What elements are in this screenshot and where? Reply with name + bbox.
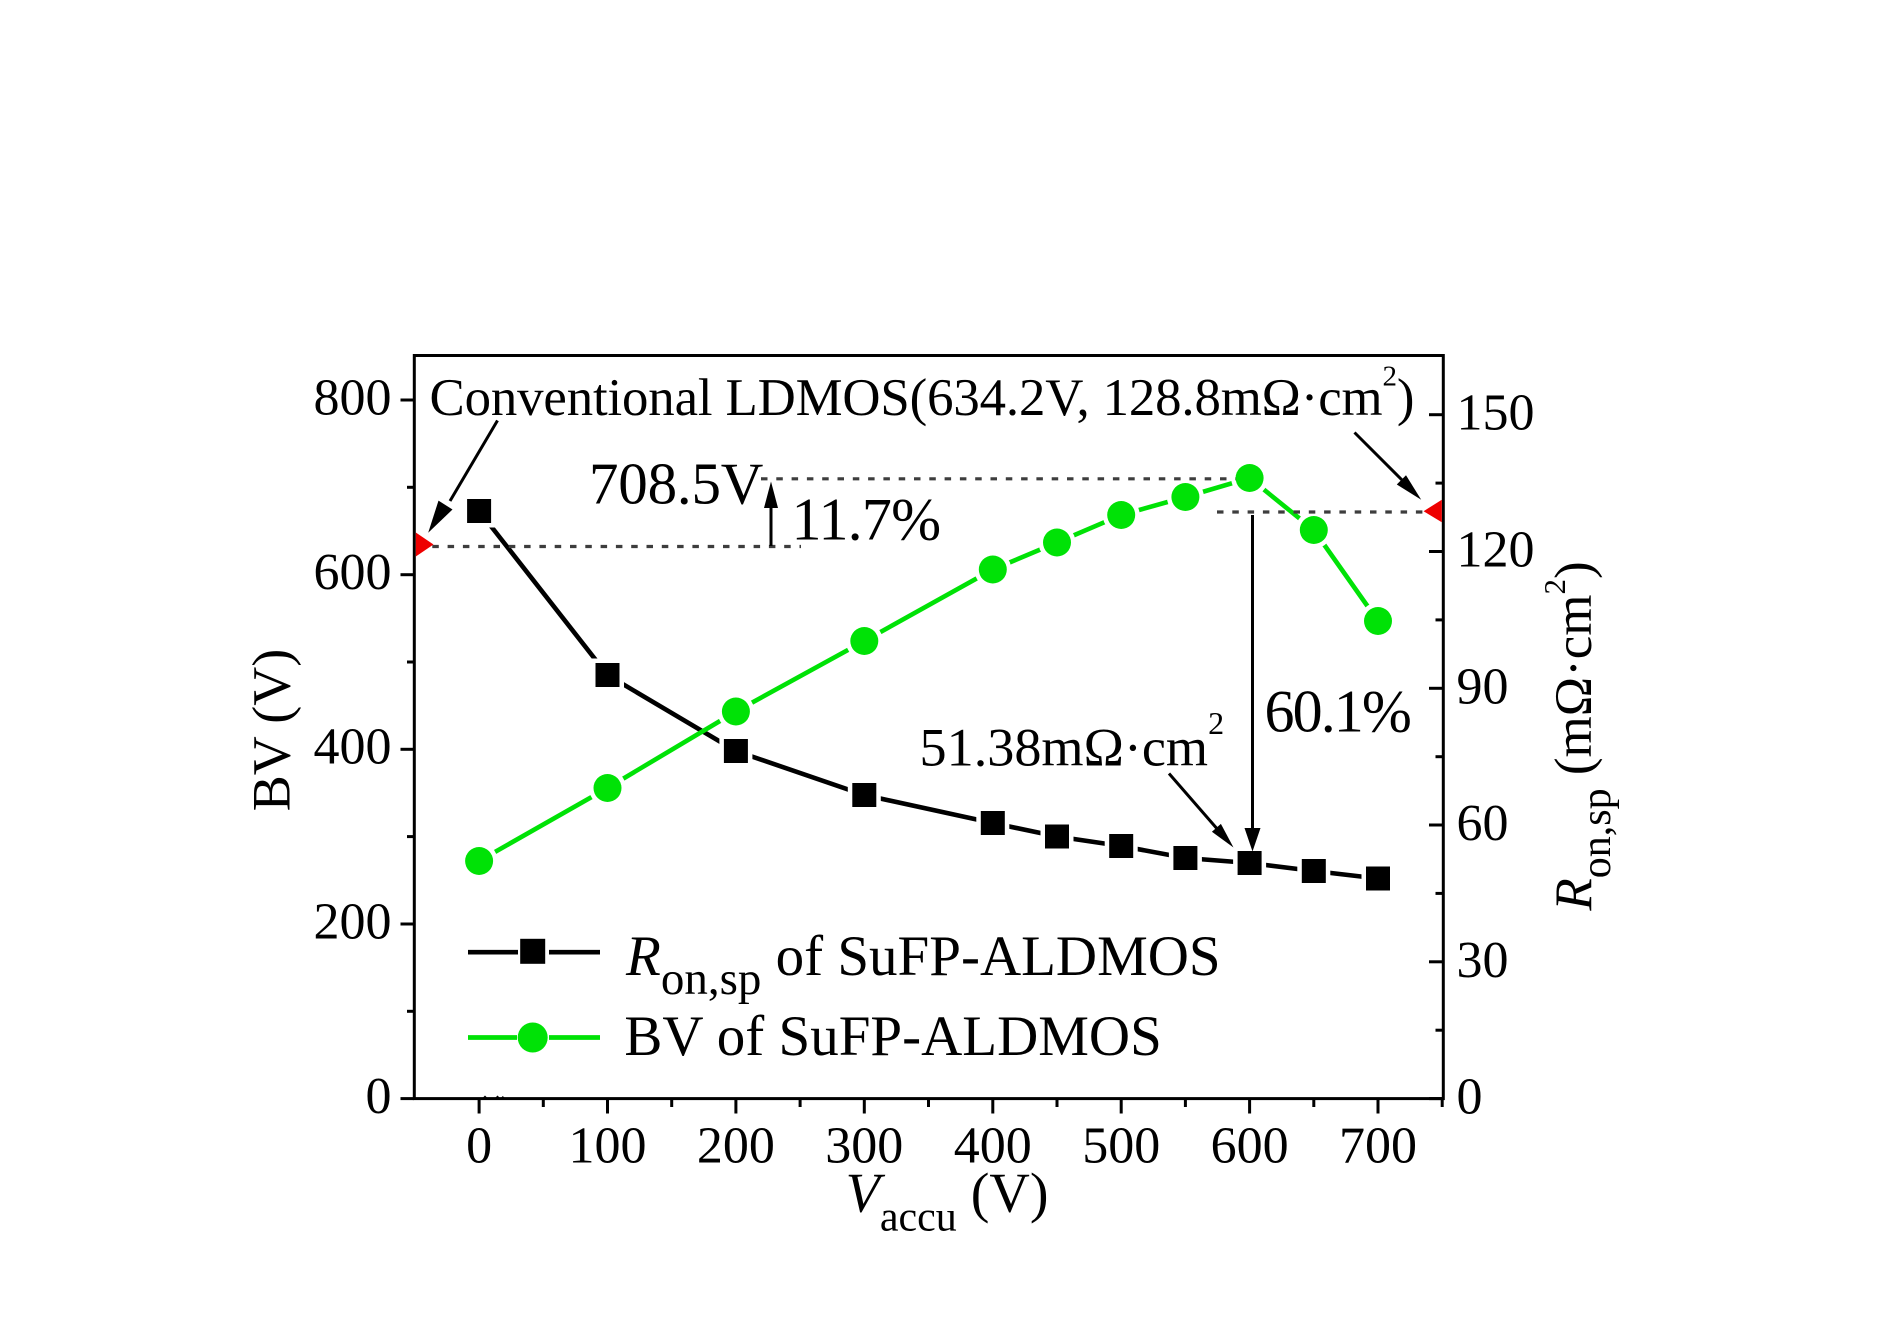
svg-text:0: 0	[366, 1068, 392, 1125]
svg-text:300: 300	[825, 1117, 903, 1174]
svg-text:500: 500	[1082, 1117, 1160, 1174]
svg-text:120: 120	[1457, 522, 1535, 579]
svg-text:700: 700	[1339, 1117, 1417, 1174]
svg-text:800: 800	[314, 369, 392, 426]
svg-text:Vaccu (V): Vaccu (V)	[846, 1163, 1049, 1241]
svg-text:BV of SuFP-ALDMOS: BV of SuFP-ALDMOS	[624, 1005, 1161, 1068]
svg-text:Conventional LDMOS(634.2V, 128: Conventional LDMOS(634.2V, 128.8mΩ·cm2)	[430, 361, 1415, 428]
svg-text:90: 90	[1457, 658, 1509, 715]
svg-text:600: 600	[1211, 1117, 1289, 1174]
svg-text:0: 0	[466, 1117, 492, 1174]
svg-text:30: 30	[1457, 932, 1509, 989]
svg-text:60.1%: 60.1%	[1265, 678, 1410, 744]
svg-text:200: 200	[697, 1117, 775, 1174]
svg-text:Ron,sp of SuFP-ALDMOS: Ron,sp of SuFP-ALDMOS	[625, 925, 1221, 1005]
svg-text:400: 400	[314, 719, 392, 776]
svg-text:150: 150	[1457, 385, 1535, 442]
svg-text:51.38mΩ·cm2: 51.38mΩ·cm2	[920, 705, 1225, 778]
svg-text:BV (V): BV (V)	[242, 649, 302, 812]
svg-text:60: 60	[1457, 795, 1509, 852]
svg-text:200: 200	[314, 893, 392, 950]
svg-text:Ron,sp (mΩ·cm2): Ron,sp (mΩ·cm2)	[1537, 561, 1620, 911]
svg-text:400: 400	[954, 1117, 1032, 1174]
svg-text:11.7%: 11.7%	[792, 487, 941, 553]
svg-text:0: 0	[1457, 1069, 1483, 1126]
svg-text:600: 600	[314, 544, 392, 601]
svg-text:708.5V: 708.5V	[589, 451, 763, 517]
svg-text:100: 100	[569, 1117, 647, 1174]
